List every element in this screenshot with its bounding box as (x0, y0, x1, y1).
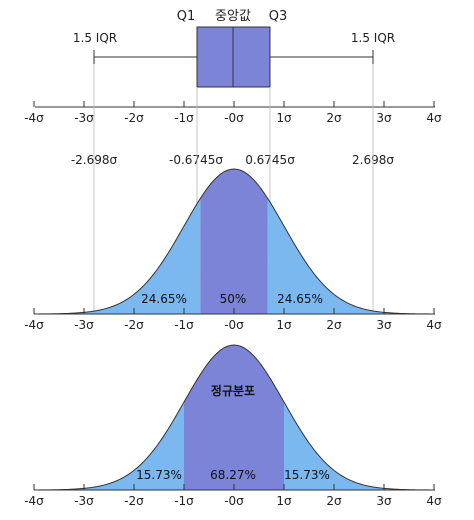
q1-label: Q1 (177, 9, 196, 24)
curve1-left-percent: 24.65% (141, 292, 187, 306)
marker-label-neg-06745: -0.6745σ (169, 153, 223, 167)
tick-label: 3σ (376, 111, 392, 125)
tick-label: -3σ (74, 111, 94, 125)
tick-label: -0σ (224, 494, 244, 508)
axis-top-ticks: -4σ -3σ -2σ -1σ -0σ 1σ 2σ 3σ 4σ (24, 101, 442, 125)
curve1-center-percent: 50% (220, 292, 247, 306)
boxplot: Q1 중앙값 Q3 1.5 IQR 1.5 IQR (73, 9, 395, 88)
tick-label: 4σ (426, 318, 442, 332)
tick-label: 1σ (276, 111, 292, 125)
curve1-center-region (200, 169, 268, 314)
curve2-right-percent: 15.73% (284, 468, 330, 482)
tick-label: -0σ (224, 111, 244, 125)
tick-label: -0σ (224, 318, 244, 332)
tick-label: -4σ (24, 111, 44, 125)
tick-label: -4σ (24, 494, 44, 508)
curve1-right-tail (267, 198, 434, 314)
median-label: 중앙값 (215, 9, 251, 24)
tick-label: -2σ (124, 494, 144, 508)
left-whisker-label: 1.5 IQR (73, 31, 117, 45)
tick-label: -4σ (24, 318, 44, 332)
tick-label: 1σ (276, 318, 292, 332)
curve2-title: 정규분포 (211, 383, 255, 398)
tick-label: 3σ (376, 494, 392, 508)
q3-label: Q3 (269, 9, 288, 24)
tick-label: 2σ (326, 318, 342, 332)
axis-bottom-ticks: -4σ -3σ -2σ -1σ -0σ 1σ 2σ 3σ 4σ (24, 484, 442, 508)
tick-label: -3σ (74, 494, 94, 508)
tick-label: -3σ (74, 318, 94, 332)
tick-label: 4σ (426, 494, 442, 508)
axis-middle-ticks: -4σ -3σ -2σ -1σ -0σ 1σ 2σ 3σ 4σ (24, 308, 442, 332)
axis-top: -4σ -3σ -2σ -1σ -0σ 1σ 2σ 3σ 4σ (24, 101, 442, 125)
curve2-left-tail (34, 402, 184, 490)
tick-label: 2σ (326, 494, 342, 508)
marker-labels: -2.698σ -0.6745σ 0.6745σ 2.698σ (71, 153, 395, 167)
tick-label: -1σ (174, 494, 194, 508)
normal-curve-iqr: 24.65% 50% 24.65% (33, 168, 435, 315)
tick-label: 3σ (376, 318, 392, 332)
tick-label: -2σ (124, 318, 144, 332)
tick-label: -1σ (174, 318, 194, 332)
curve1-left-tail (34, 198, 201, 314)
curve2-outline (33, 344, 435, 491)
curve2-center-region (184, 345, 284, 490)
curve2-center-percent: 68.27% (210, 468, 256, 482)
curve1-right-percent: 24.65% (277, 292, 323, 306)
tick-label: 2σ (326, 111, 342, 125)
tick-label: -2σ (124, 111, 144, 125)
curve2-left-percent: 15.73% (136, 468, 182, 482)
curve2-right-tail (284, 402, 434, 490)
tick-label: -1σ (174, 111, 194, 125)
axis-middle: -4σ -3σ -2σ -1σ -0σ 1σ 2σ 3σ 4σ (24, 308, 442, 332)
curve1-outline (33, 168, 435, 315)
tick-label: 4σ (426, 111, 442, 125)
tick-label: 1σ (276, 494, 292, 508)
axis-bottom: -4σ -3σ -2σ -1σ -0σ 1σ 2σ 3σ 4σ (24, 484, 442, 508)
normal-curve-sigma: 정규분포 15.73% 68.27% 15.73% (33, 344, 435, 491)
right-whisker-label: 1.5 IQR (351, 31, 395, 45)
